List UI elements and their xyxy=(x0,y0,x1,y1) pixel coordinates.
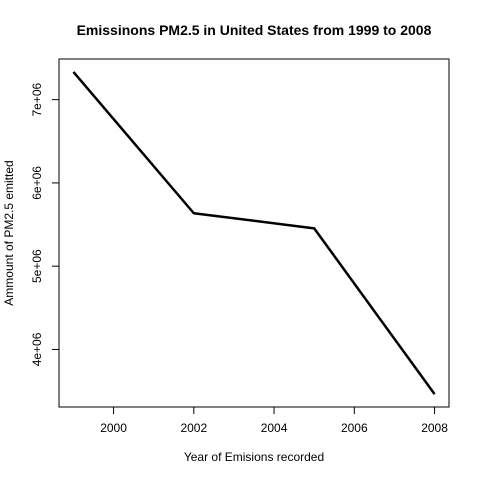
x-tick-label: 2000 xyxy=(100,421,127,435)
y-tick-label: 7e+06 xyxy=(30,82,44,116)
plot-frame xyxy=(58,58,450,408)
x-tick-label: 2008 xyxy=(421,421,448,435)
series-layer xyxy=(72,71,436,395)
x-tick-label: 2002 xyxy=(180,421,207,435)
chart-title: Emissinons PM2.5 in United States from 1… xyxy=(77,22,432,38)
x-tick-label: 2004 xyxy=(261,421,288,435)
series-line xyxy=(72,71,436,395)
y-tick-label: 4e+06 xyxy=(30,332,44,366)
y-axis: 4e+06 5e+06 6e+06 7e+06 xyxy=(30,82,59,366)
x-tick-label: 2006 xyxy=(341,421,368,435)
x-axis-label: Year of Emisions recorded xyxy=(184,450,324,464)
y-axis-label: Ammount of PM2.5 emitted xyxy=(2,160,16,305)
x-axis: 2000 2002 2004 2006 2008 xyxy=(100,407,448,435)
y-tick-label: 5e+06 xyxy=(30,249,44,283)
y-tick-label: 6e+06 xyxy=(30,166,44,200)
